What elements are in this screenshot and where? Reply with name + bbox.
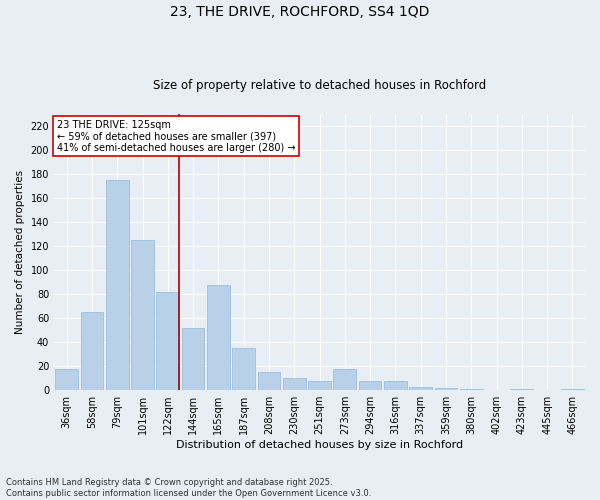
Bar bbox=[80, 312, 103, 390]
Bar bbox=[106, 180, 128, 390]
Bar bbox=[460, 389, 482, 390]
Text: Contains HM Land Registry data © Crown copyright and database right 2025.
Contai: Contains HM Land Registry data © Crown c… bbox=[6, 478, 371, 498]
X-axis label: Distribution of detached houses by size in Rochford: Distribution of detached houses by size … bbox=[176, 440, 463, 450]
Bar bbox=[334, 368, 356, 390]
Bar bbox=[409, 386, 432, 390]
Bar bbox=[511, 389, 533, 390]
Text: 23 THE DRIVE: 125sqm
← 59% of detached houses are smaller (397)
41% of semi-deta: 23 THE DRIVE: 125sqm ← 59% of detached h… bbox=[56, 120, 295, 152]
Text: 23, THE DRIVE, ROCHFORD, SS4 1QD: 23, THE DRIVE, ROCHFORD, SS4 1QD bbox=[170, 5, 430, 19]
Bar bbox=[257, 372, 280, 390]
Y-axis label: Number of detached properties: Number of detached properties bbox=[15, 170, 25, 334]
Bar bbox=[359, 380, 382, 390]
Bar bbox=[131, 240, 154, 390]
Bar bbox=[232, 348, 255, 390]
Bar bbox=[283, 378, 305, 390]
Bar bbox=[434, 388, 457, 390]
Bar bbox=[561, 389, 584, 390]
Bar bbox=[182, 328, 205, 390]
Bar bbox=[157, 292, 179, 390]
Bar bbox=[55, 368, 78, 390]
Bar bbox=[384, 380, 407, 390]
Title: Size of property relative to detached houses in Rochford: Size of property relative to detached ho… bbox=[153, 79, 486, 92]
Bar bbox=[308, 380, 331, 390]
Bar bbox=[207, 284, 230, 390]
